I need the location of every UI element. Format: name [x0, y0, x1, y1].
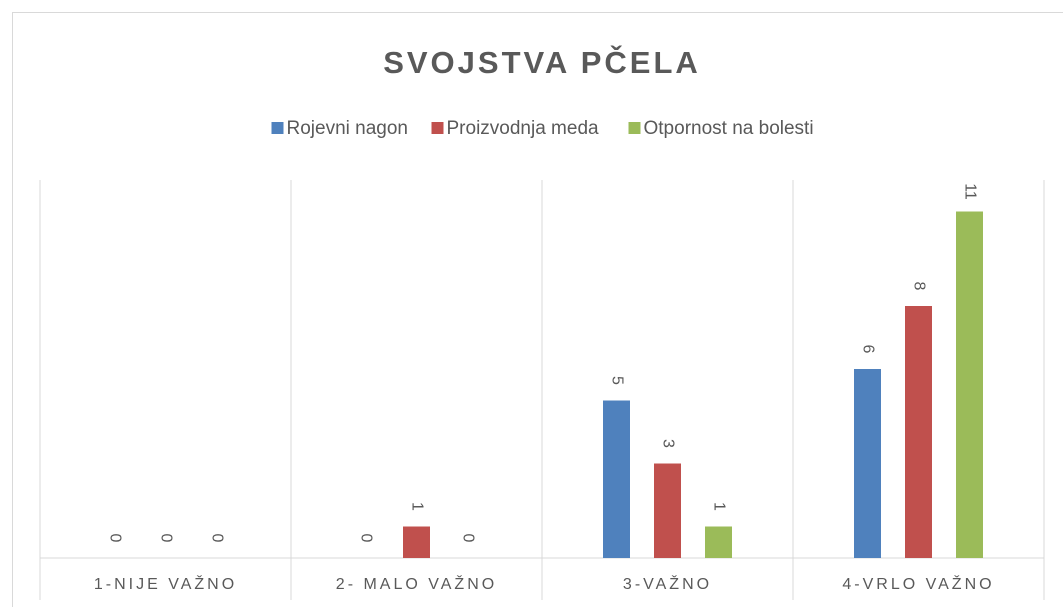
- bar: [654, 463, 681, 558]
- x-tick-label: 1-NIJE VAŽNO: [94, 574, 237, 593]
- bar: [705, 526, 732, 558]
- data-label: 0: [459, 534, 476, 543]
- data-label: 0: [208, 534, 225, 543]
- bar: [905, 306, 932, 558]
- chart-frame: [12, 12, 1063, 607]
- data-label: 0: [106, 534, 123, 543]
- data-label: 6: [859, 345, 876, 354]
- chart-title: SVOJSTVA PČELA: [383, 44, 701, 80]
- data-label: 8: [910, 282, 927, 291]
- bar: [603, 400, 630, 558]
- x-tick-label: 4-VRLO VAŽNO: [842, 574, 994, 593]
- legend-label: Proizvodnja meda: [447, 118, 600, 139]
- data-label: 5: [608, 376, 625, 385]
- data-label: 0: [357, 534, 374, 543]
- x-tick-label: 2- MALO VAŽNO: [336, 574, 497, 593]
- legend-swatch: [628, 122, 641, 134]
- data-label: 1: [408, 502, 425, 511]
- x-tick-label: 3-VAŽNO: [623, 574, 712, 593]
- bar: [403, 526, 430, 558]
- bar: [854, 369, 881, 558]
- legend-label: Rojevni nagon: [287, 118, 408, 139]
- data-label: 11: [961, 183, 978, 200]
- bar: [956, 211, 983, 558]
- legend-swatch: [271, 122, 284, 134]
- data-label: 3: [659, 439, 676, 448]
- legend-swatch: [431, 122, 444, 134]
- data-label: 1: [710, 502, 727, 511]
- data-label: 0: [157, 534, 174, 543]
- legend-label: Otpornost na bolesti: [644, 118, 814, 139]
